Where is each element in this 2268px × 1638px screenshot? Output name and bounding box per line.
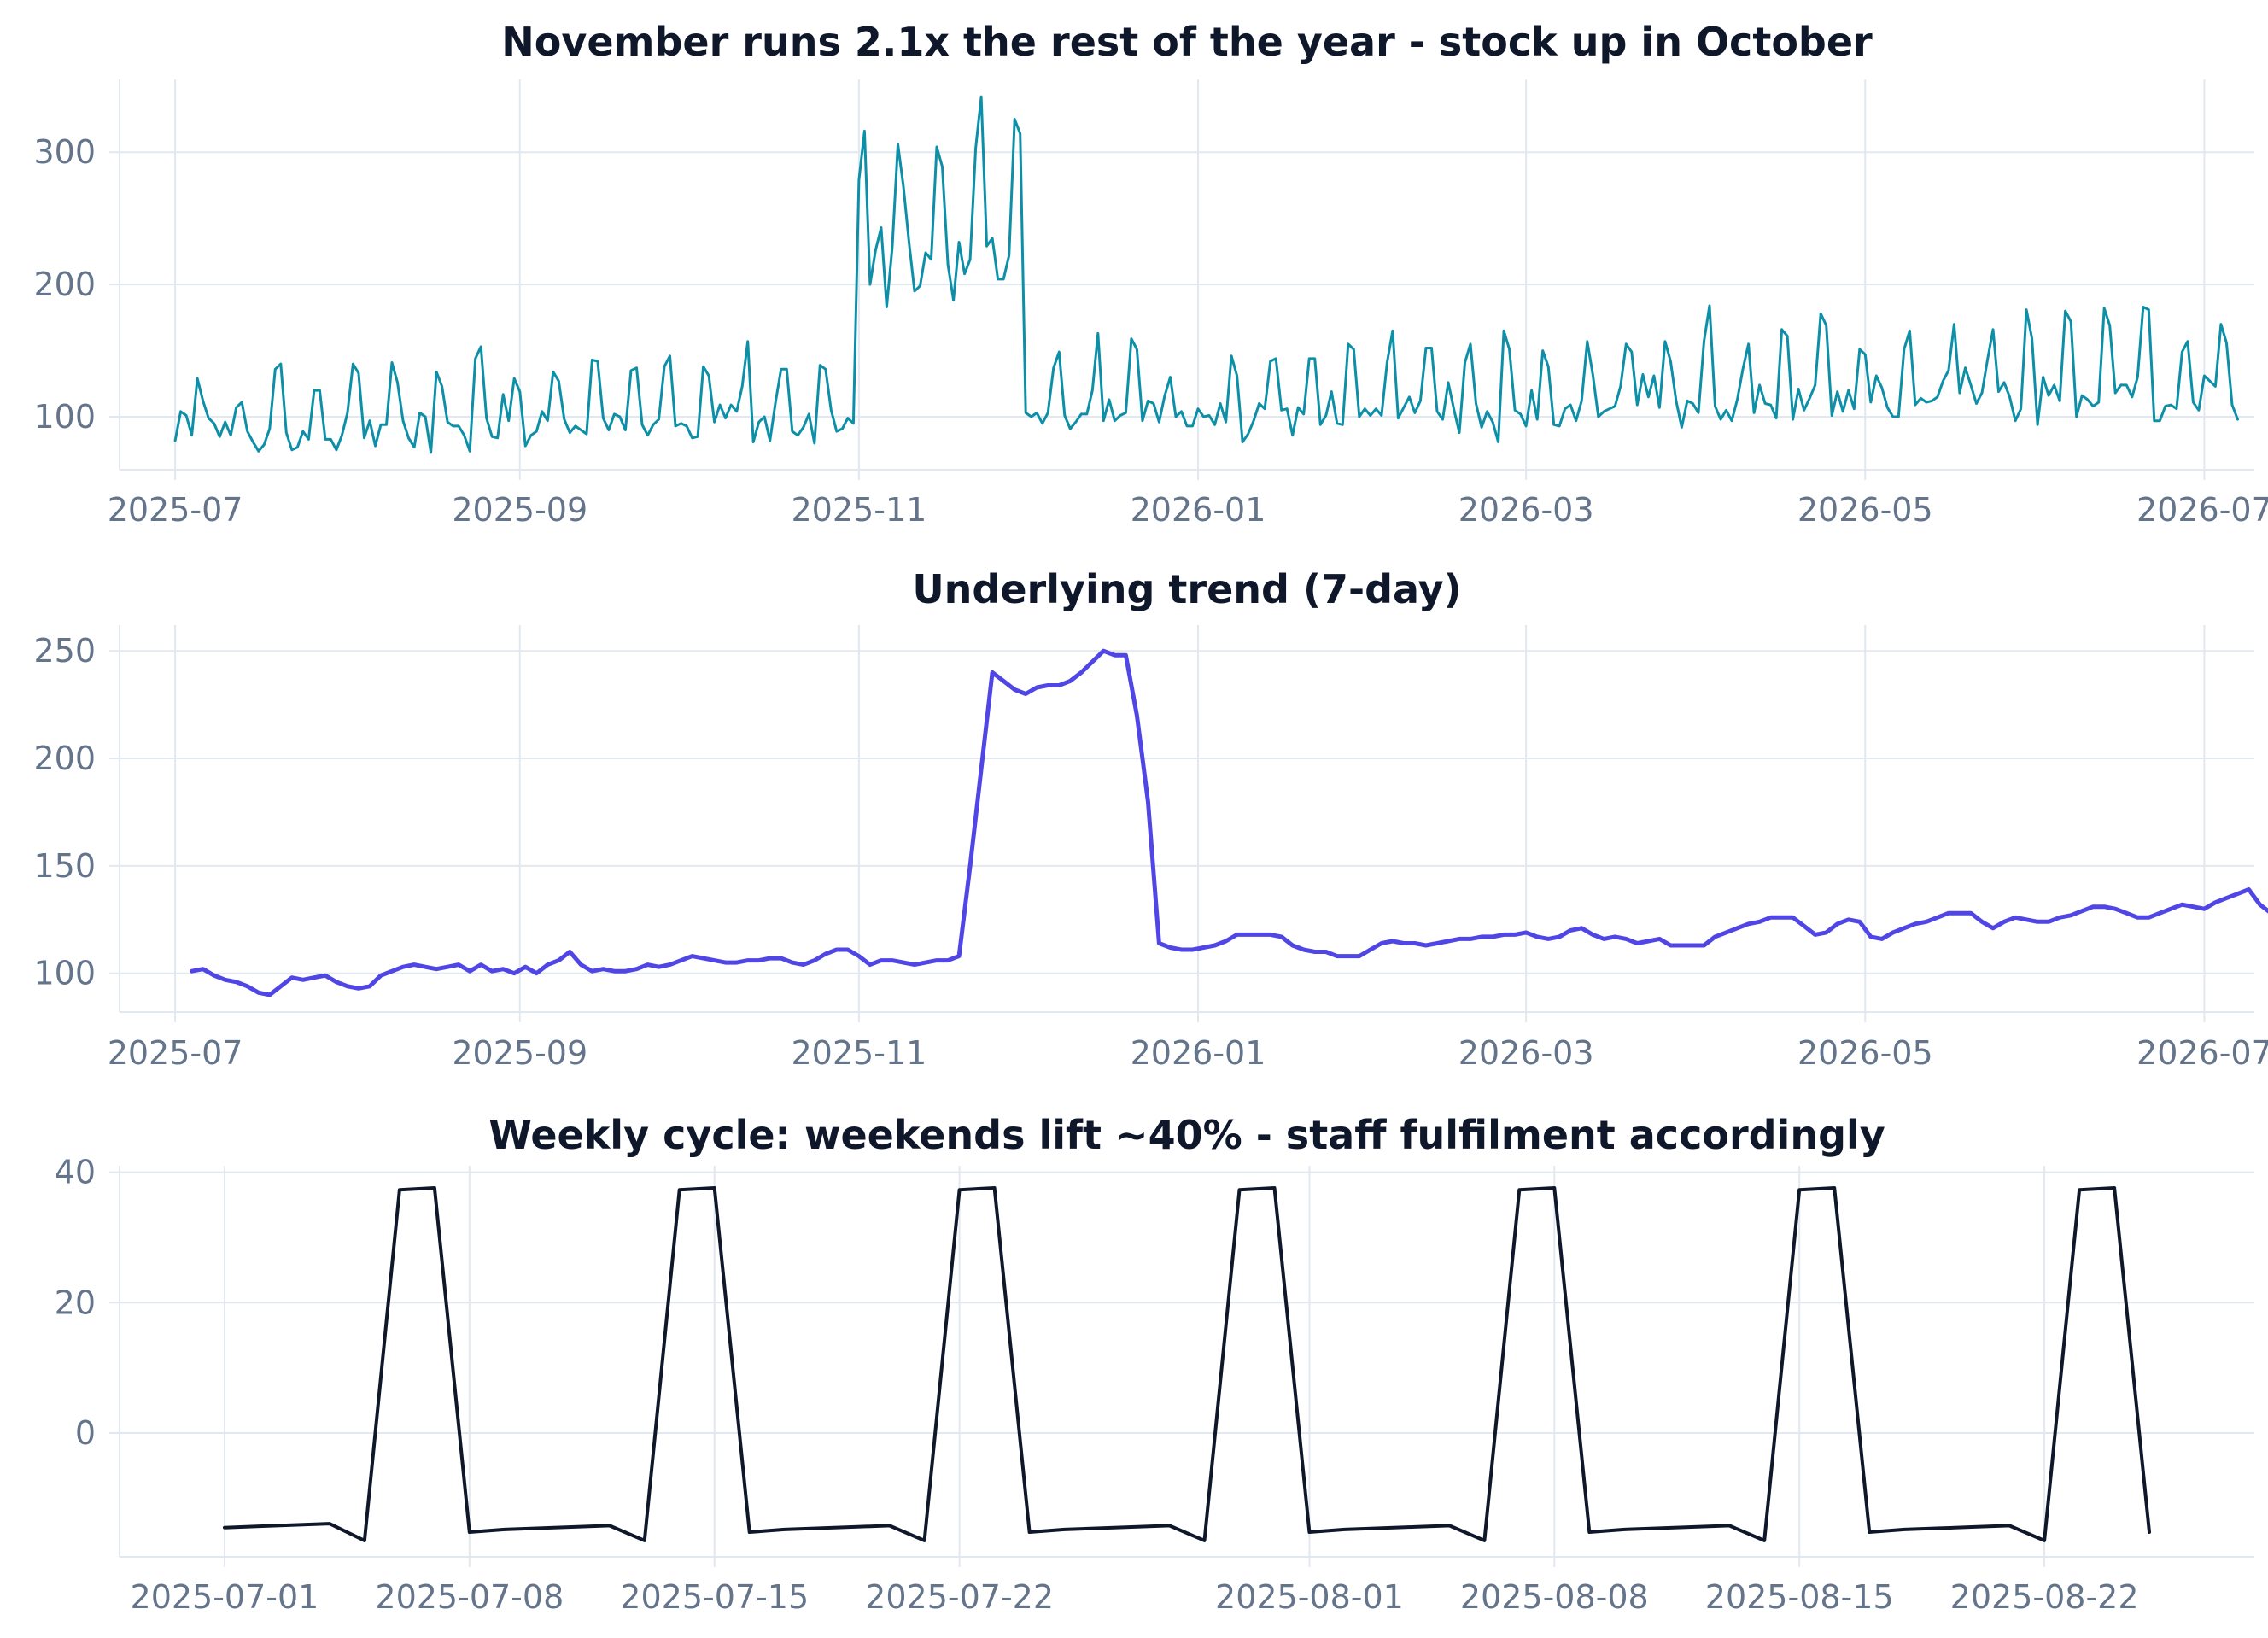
y-tick-label: 100	[33, 398, 96, 436]
chart-title: Underlying trend (7-day)	[912, 566, 1461, 612]
x-tick-label: 2025-07	[108, 1034, 243, 1072]
x-tick-label: 2025-07-22	[865, 1578, 1054, 1616]
x-tick-label: 2026-05	[1797, 1034, 1933, 1072]
x-tick-label: 2025-08-01	[1215, 1578, 1404, 1616]
x-tick-label: 2025-07	[108, 491, 243, 529]
x-tick-label: 2026-07	[2136, 491, 2268, 529]
x-tick-label: 2025-07-15	[620, 1578, 809, 1616]
x-tick-label: 2025-11	[791, 1034, 926, 1072]
x-tick-label: 2025-11	[791, 491, 926, 529]
chart-panel-2: Underlying trend (7-day) 100 150 200 250 2025…	[33, 566, 2268, 1072]
y-tick-label: 250	[33, 632, 96, 670]
x-tick-label: 2026-05	[1797, 491, 1933, 529]
y-tick-label: 20	[55, 1284, 96, 1321]
x-tick-label: 2026-01	[1131, 1034, 1266, 1072]
x-tick-label: 2025-07-01	[131, 1578, 319, 1616]
x-tick-label: 2026-07	[2136, 1034, 2268, 1072]
series-line	[173, 95, 2239, 454]
chart-title: November runs 2.1x the rest of the year …	[501, 19, 1873, 65]
x-tick-label: 2025-09	[452, 491, 587, 529]
x-tick-label: 2026-03	[1458, 1034, 1594, 1072]
x-tick-label: 2025-08-15	[1705, 1578, 1894, 1616]
x-tick-label: 2026-01	[1131, 491, 1266, 529]
y-tick-label: 40	[55, 1154, 96, 1191]
chart-title: Weekly cycle: weekends lift ~40% - staff…	[488, 1112, 1885, 1158]
chart-panel-1: November runs 2.1x the rest of the year …	[33, 19, 2268, 529]
y-tick-label: 100	[33, 955, 96, 992]
y-tick-label: 200	[33, 740, 96, 777]
y-tick-label: 150	[33, 847, 96, 885]
series-line	[190, 648, 2268, 997]
x-tick-label: 2025-07-08	[375, 1578, 564, 1616]
chart-panel-3: Weekly cycle: weekends lift ~40% - staff…	[55, 1112, 2254, 1616]
y-tick-label: 200	[33, 266, 96, 303]
x-tick-label: 2026-03	[1458, 491, 1594, 529]
x-tick-label: 2025-09	[452, 1034, 587, 1072]
series-line	[223, 1186, 2151, 1542]
x-tick-label: 2025-08-22	[1950, 1578, 2139, 1616]
y-tick-label: 0	[75, 1414, 96, 1452]
x-tick-label: 2025-08-08	[1460, 1578, 1649, 1616]
y-tick-label: 300	[33, 133, 96, 171]
